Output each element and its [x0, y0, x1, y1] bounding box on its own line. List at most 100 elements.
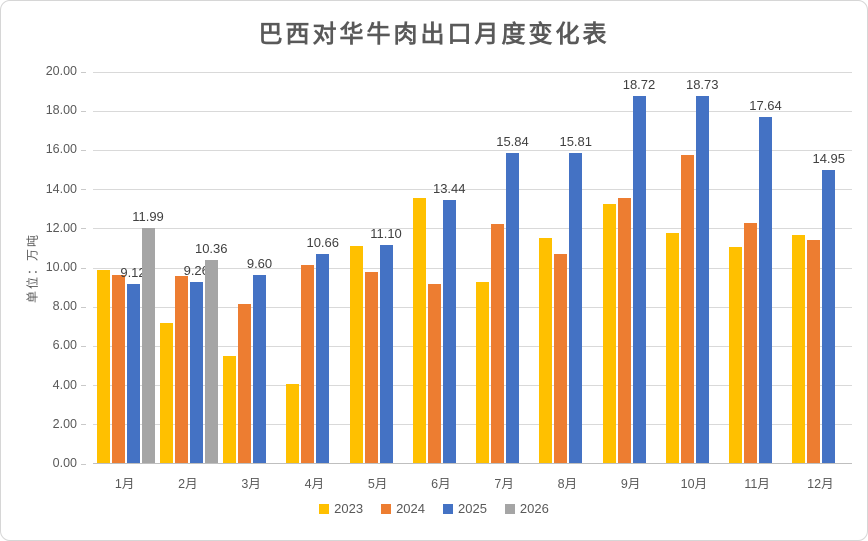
x-axis-label: 1月	[114, 477, 135, 491]
x-axis-line	[93, 463, 852, 464]
y-tick-label: 2.00	[52, 416, 77, 431]
bar-2026-2月	[204, 259, 218, 463]
y-axis-tick	[81, 267, 86, 269]
legend-item-2026: 2026	[504, 501, 549, 516]
y-axis-tick	[81, 189, 86, 191]
bar-value-label: 14.95	[812, 150, 846, 166]
bar-2025-1月	[126, 284, 140, 463]
legend-label: 2023	[334, 501, 364, 516]
bar-2023-11月	[729, 246, 742, 463]
y-axis-tick	[81, 385, 86, 387]
bar-2025-12月	[822, 169, 836, 463]
gridline	[93, 110, 852, 112]
x-axis-label: 8月	[557, 477, 578, 491]
bar-2023-10月	[665, 233, 679, 463]
x-axis-label: 6月	[431, 477, 451, 491]
x-axis-label: 10月	[680, 477, 708, 491]
y-axis-tick	[81, 71, 86, 73]
bar-2023-6月	[412, 198, 426, 463]
y-tick-label: 6.00	[52, 338, 77, 353]
bar-2023-3月	[223, 356, 236, 463]
plot-area: 0.00 2.00 4.00 6.00 8.00 10.00 12.00 14.00 16.00…	[46, 64, 852, 491]
y-tick-label: 16.00	[45, 142, 77, 157]
bar-2023-5月	[349, 246, 363, 463]
bar-2024-10月	[680, 155, 694, 463]
bar-2023-4月	[286, 383, 300, 463]
bar-2024-7月	[491, 223, 504, 463]
bar-2025-11月	[759, 117, 772, 463]
x-axis-label: 3月	[241, 477, 261, 491]
bar-2024-1月	[111, 274, 125, 463]
legend-swatch	[381, 503, 392, 514]
y-axis-tick	[81, 345, 86, 347]
y-axis-tick	[81, 149, 86, 151]
bar-value-label: 17.64	[749, 98, 782, 114]
bar-value-label: 13.44	[432, 180, 466, 196]
bar-2025-9月	[632, 96, 646, 463]
bar-2024-5月	[364, 271, 378, 463]
bar-value-label: 15.81	[559, 134, 593, 150]
bar-value-label: 9.26	[183, 262, 209, 278]
y-tick-label: 10.00	[45, 260, 77, 274]
y-tick-label: 20.00	[45, 64, 77, 78]
y-axis-tick	[81, 463, 86, 465]
x-axis-label: 9月	[620, 477, 641, 491]
gridline	[93, 189, 852, 191]
y-tick-label: 4.00	[52, 377, 77, 392]
gridline	[93, 424, 852, 426]
x-axis-label: 12月	[807, 477, 834, 491]
x-axis-label: 11月	[744, 477, 770, 491]
bar-2024-2月	[174, 275, 188, 463]
bar-2024-9月	[617, 198, 631, 463]
legend: 2023 2024 2025 2026	[1, 501, 867, 516]
legend-label: 2026	[519, 501, 549, 516]
bar-2024-12月	[807, 240, 821, 463]
legend-swatch	[319, 503, 330, 514]
bar-value-label: 11.99	[132, 209, 164, 224]
legend-item-2025: 2025	[443, 501, 487, 516]
bar-2025-6月	[442, 199, 456, 463]
gridline	[93, 385, 852, 387]
bar-2025-4月	[316, 254, 330, 463]
bar-2024-3月	[238, 304, 251, 463]
y-tick-label: 18.00	[45, 103, 77, 118]
y-tick-label: 8.00	[52, 299, 77, 314]
chart-title: 巴西对华牛肉出口月度变化表	[258, 21, 610, 48]
legend-item-2023: 2023	[319, 501, 363, 516]
bar-value-label: 10.66	[306, 235, 340, 251]
bar-2024-6月	[427, 284, 441, 463]
legend-item-2024: 2024	[381, 501, 425, 516]
x-axis-label: 2月	[178, 477, 198, 491]
y-tick-label: 0.00	[52, 456, 77, 470]
bar-2023-7月	[476, 282, 489, 463]
bar-value-label: 15.84	[496, 133, 529, 149]
legend-swatch	[443, 503, 453, 514]
gridline	[93, 228, 852, 230]
legend-label: 2025	[458, 501, 487, 516]
bar-2023-8月	[539, 238, 553, 463]
bar-2025-5月	[379, 245, 393, 463]
y-axis-tick	[81, 306, 86, 308]
bar-value-label: 11.10	[370, 226, 402, 242]
bar-value-label: 9.12	[120, 265, 146, 281]
bar-2025-8月	[569, 153, 583, 463]
bar-2023-12月	[792, 234, 806, 463]
bar-value-label: 10.36	[194, 240, 228, 256]
bar-2026-1月	[141, 228, 155, 463]
bar-2025-7月	[506, 152, 519, 463]
gridline	[93, 71, 852, 73]
bar-2023-2月	[159, 323, 173, 463]
bar-2025-10月	[695, 95, 709, 463]
x-axis-label: 7月	[494, 477, 514, 491]
bar-2024-4月	[301, 265, 315, 463]
bar-2023-1月	[96, 269, 110, 463]
y-axis-tick	[81, 424, 86, 426]
bar-2023-9月	[602, 204, 616, 463]
y-tick-label: 14.00	[45, 181, 77, 196]
gridline	[93, 345, 852, 347]
bar-2025-2月	[189, 281, 203, 463]
y-axis-tick	[81, 110, 86, 112]
gridline	[93, 149, 852, 151]
legend-swatch	[504, 503, 515, 514]
